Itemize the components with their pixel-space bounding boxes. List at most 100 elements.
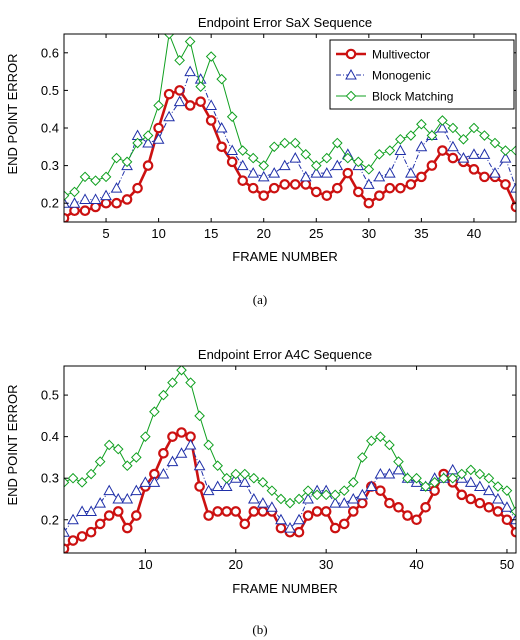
data-point-monogenic: [103, 484, 116, 496]
data-point-multivector: [64, 212, 70, 222]
data-point-block: [121, 156, 133, 168]
data-point-multivector: [347, 506, 359, 517]
data-point-multivector: [112, 506, 124, 517]
data-point-multivector: [437, 145, 448, 156]
legend-marker-multivector: [345, 48, 357, 60]
data-point-multivector: [416, 171, 427, 183]
data-point-monogenic: [202, 484, 215, 496]
data-point-block: [437, 115, 448, 126]
data-point-monogenic: [447, 140, 459, 152]
data-point-monogenic: [121, 492, 134, 504]
data-point-monogenic: [211, 480, 224, 492]
data-point-monogenic: [415, 140, 428, 152]
data-point-block: [205, 51, 217, 62]
data-point-monogenic: [284, 522, 296, 533]
data-point-monogenic: [499, 152, 512, 163]
data-point-block: [195, 81, 206, 92]
data-point-monogenic: [64, 526, 70, 537]
data-point-multivector: [332, 182, 343, 194]
data-point-monogenic: [489, 167, 501, 178]
data-point-block: [393, 456, 404, 467]
data-point-monogenic: [275, 513, 287, 525]
data-point-block: [266, 485, 278, 496]
data-point-monogenic: [374, 468, 387, 479]
data-point-block: [275, 493, 287, 505]
data-point-monogenic: [220, 480, 233, 492]
data-point-monogenic: [320, 167, 333, 178]
data-point-block: [510, 506, 516, 517]
data-point-multivector: [67, 535, 79, 546]
x-axis-label: FRAME NUMBER: [232, 581, 337, 596]
data-point-monogenic: [384, 167, 396, 178]
data-point-monogenic: [142, 137, 154, 148]
data-point-monogenic: [247, 492, 260, 504]
plot-area: 10 20 30 40 50 0.2 0.3 0.4 0.5: [41, 365, 517, 572]
x-axis-label: FRAME NUMBER: [232, 249, 337, 264]
series-layer: [64, 34, 516, 222]
data-point-multivector: [79, 205, 91, 217]
data-point-monogenic: [94, 497, 107, 508]
data-point-block: [311, 489, 323, 501]
data-point-multivector: [221, 506, 233, 517]
data-point-block: [111, 152, 122, 164]
data-point-block: [411, 472, 422, 484]
data-point-multivector: [230, 506, 242, 517]
data-point-block: [289, 137, 301, 149]
data-point-block: [458, 133, 469, 145]
data-point-block: [185, 377, 196, 388]
legend-label-block: Block Matching: [372, 90, 453, 104]
data-point-monogenic: [329, 497, 342, 508]
data-point-multivector: [69, 205, 80, 217]
data-point-monogenic: [331, 159, 344, 171]
data-point-multivector: [468, 164, 480, 175]
data-point-block: [483, 472, 495, 484]
data-point-multivector: [216, 141, 227, 153]
data-point-monogenic: [130, 484, 143, 496]
x-tick-label: 40: [467, 226, 481, 241]
data-point-multivector: [492, 506, 504, 517]
data-point-monogenic: [79, 193, 91, 204]
data-point-multivector: [302, 510, 314, 521]
y-axis-label: END POINT ERROR: [5, 53, 20, 174]
data-point-block: [510, 145, 516, 156]
data-point-block: [492, 481, 504, 492]
data-point-block: [501, 485, 513, 496]
legend-marker-monogenic: [345, 68, 357, 80]
data-point-monogenic: [215, 121, 228, 133]
y-tick-label: 0.4: [41, 429, 59, 444]
data-point-block: [479, 130, 490, 141]
data-point-multivector: [167, 431, 178, 442]
legend-label-multivector: Multivector: [372, 48, 430, 62]
data-point-block: [438, 472, 449, 484]
data-point-multivector: [447, 152, 459, 164]
data-point-block: [310, 160, 322, 171]
data-point-monogenic: [89, 193, 102, 204]
data-point-block: [416, 118, 427, 130]
data-point-multivector: [474, 497, 486, 509]
x-tick-label: 10: [138, 557, 152, 572]
data-point-multivector: [338, 518, 350, 530]
y-axis-label: END POINT ERROR: [5, 384, 20, 505]
data-point-multivector: [275, 522, 287, 534]
data-point-monogenic: [157, 468, 170, 479]
data-point-block: [103, 439, 115, 451]
data-point-monogenic: [110, 182, 123, 193]
data-point-block: [468, 122, 480, 134]
data-point-monogenic: [468, 148, 480, 159]
data-point-monogenic: [152, 133, 165, 144]
data-point-multivector: [374, 190, 385, 201]
data-point-block: [149, 406, 160, 418]
chart-a4c: Endpoint Error A4C Sequence END POINT ER…: [5, 347, 517, 637]
data-point-multivector: [268, 182, 280, 194]
data-point-monogenic: [278, 159, 291, 171]
data-point-block: [184, 36, 196, 47]
data-point-monogenic: [257, 170, 270, 182]
data-point-block: [338, 485, 350, 496]
data-point-monogenic: [293, 513, 305, 525]
data-point-multivector: [257, 506, 269, 517]
data-point-monogenic: [173, 95, 186, 107]
data-point-block: [342, 152, 354, 164]
data-point-monogenic: [76, 505, 88, 516]
data-point-block: [384, 439, 395, 451]
